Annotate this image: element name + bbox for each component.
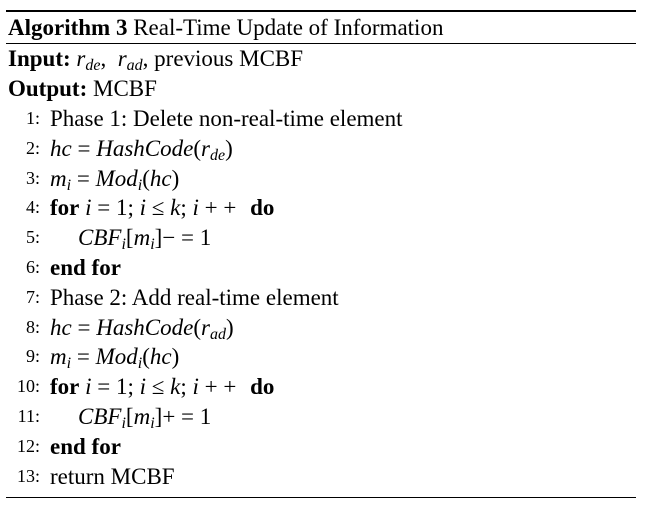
step-text: end for: [50, 254, 121, 280]
step-4: 4: for i = 1; i ≤ k; i + + do: [6, 193, 636, 223]
output-label: Output:: [8, 76, 88, 101]
step-11: 11: CBFi[mi]+ = 1: [6, 402, 636, 432]
step-text: for i = 1; i ≤ k; i + + do: [50, 374, 275, 400]
step-text: hc = HashCode(rde): [50, 135, 233, 164]
line-number: 5:: [25, 227, 40, 248]
algorithm-caption: Algorithm 3 Real-Time Update of Informat…: [6, 12, 636, 43]
bottom-rule: [6, 497, 636, 499]
line-number: 8:: [25, 316, 40, 337]
line-number: 6:: [25, 256, 40, 277]
step-5: 5: CBFi[mi]− = 1: [6, 223, 636, 253]
step-8: 8: hc = HashCode(rad): [6, 313, 636, 343]
line-number: 1:: [25, 108, 40, 128]
step-12: 12: end for: [6, 432, 636, 462]
line-number: 7:: [25, 286, 40, 307]
step-text: hc = HashCode(rad): [50, 314, 234, 343]
step-10: 10: for i = 1; i ≤ k; i + + do: [6, 372, 636, 402]
step-1: 1: Phase 1: Delete non-real-time element: [6, 104, 636, 134]
line-number: 11:: [17, 405, 40, 426]
input-line: Input: rde, rad, previous MCBF: [8, 46, 304, 74]
input-label: Input:: [8, 46, 71, 71]
line-number: 9:: [25, 346, 40, 367]
caption-label: Algorithm 3: [8, 15, 128, 40]
step-text: Phase 1: Delete non-real-time element: [50, 106, 403, 131]
step-2: 2: hc = HashCode(rde): [6, 134, 636, 164]
step-7: 7: Phase 2: Add real-time element: [6, 283, 636, 313]
line-number: 12:: [16, 435, 40, 456]
algorithm-block: Algorithm 3 Real-Time Update of Informat…: [6, 10, 636, 499]
output-line: Output: MCBF: [6, 74, 636, 104]
step-text: return MCBF: [50, 463, 175, 489]
line-number: 10:: [16, 376, 40, 397]
input-var-rde: rde: [76, 46, 101, 74]
algorithm-steps: 1: Phase 1: Delete non-real-time element…: [6, 104, 636, 491]
input-rest: previous MCBF: [154, 46, 304, 71]
step-text: CBFi[mi]+ = 1: [78, 403, 212, 432]
step-text: mi = Modi(hc): [50, 165, 180, 194]
caption-rule: [6, 43, 636, 44]
input-var-rad: rad: [117, 46, 143, 74]
step-text: mi = Modi(hc): [50, 344, 180, 373]
caption-title: Real-Time Update of Information: [133, 15, 444, 40]
top-rule: [6, 10, 636, 12]
line-number: 2:: [25, 137, 40, 158]
step-6: 6: end for: [6, 253, 636, 283]
step-text: CBFi[mi]− = 1: [78, 225, 212, 254]
step-text: end for: [50, 433, 121, 459]
step-13: 13: return MCBF: [6, 462, 636, 492]
step-9: 9: mi = Modi(hc): [6, 342, 636, 372]
line-number: 3:: [25, 167, 40, 188]
step-text: Phase 2: Add real-time element: [50, 284, 339, 310]
line-number: 13:: [16, 465, 40, 486]
step-3: 3: mi = Modi(hc): [6, 164, 636, 194]
step-text: for i = 1; i ≤ k; i + + do: [50, 195, 275, 221]
line-number: 4:: [25, 197, 40, 218]
output-value: MCBF: [93, 76, 157, 101]
